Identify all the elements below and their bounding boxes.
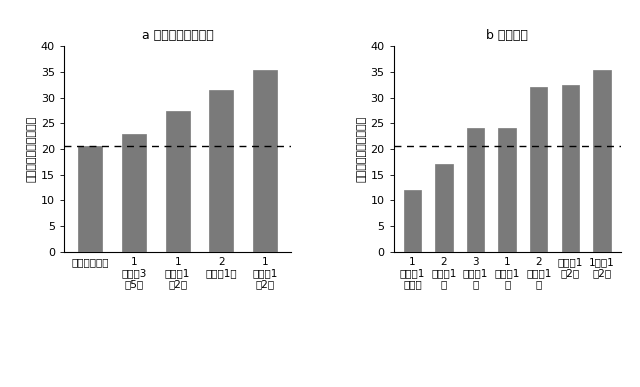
Y-axis label: トラブル発生率（％）: トラブル発生率（％）	[27, 116, 36, 182]
Bar	[78, 146, 102, 252]
Bar	[404, 190, 421, 252]
Bar	[435, 164, 452, 252]
Bar	[166, 111, 189, 252]
Bar	[530, 87, 547, 252]
Title: b 登山頻度: b 登山頻度	[486, 29, 528, 43]
Y-axis label: トラブル発生率（％）: トラブル発生率（％）	[356, 116, 366, 182]
Bar	[253, 70, 277, 252]
Title: a トレーニング頻度: a トレーニング頻度	[141, 29, 214, 43]
Bar	[467, 128, 484, 252]
Bar	[122, 134, 146, 252]
Bar	[593, 70, 611, 252]
Bar	[499, 128, 516, 252]
Bar	[209, 90, 234, 252]
Bar	[562, 85, 579, 252]
